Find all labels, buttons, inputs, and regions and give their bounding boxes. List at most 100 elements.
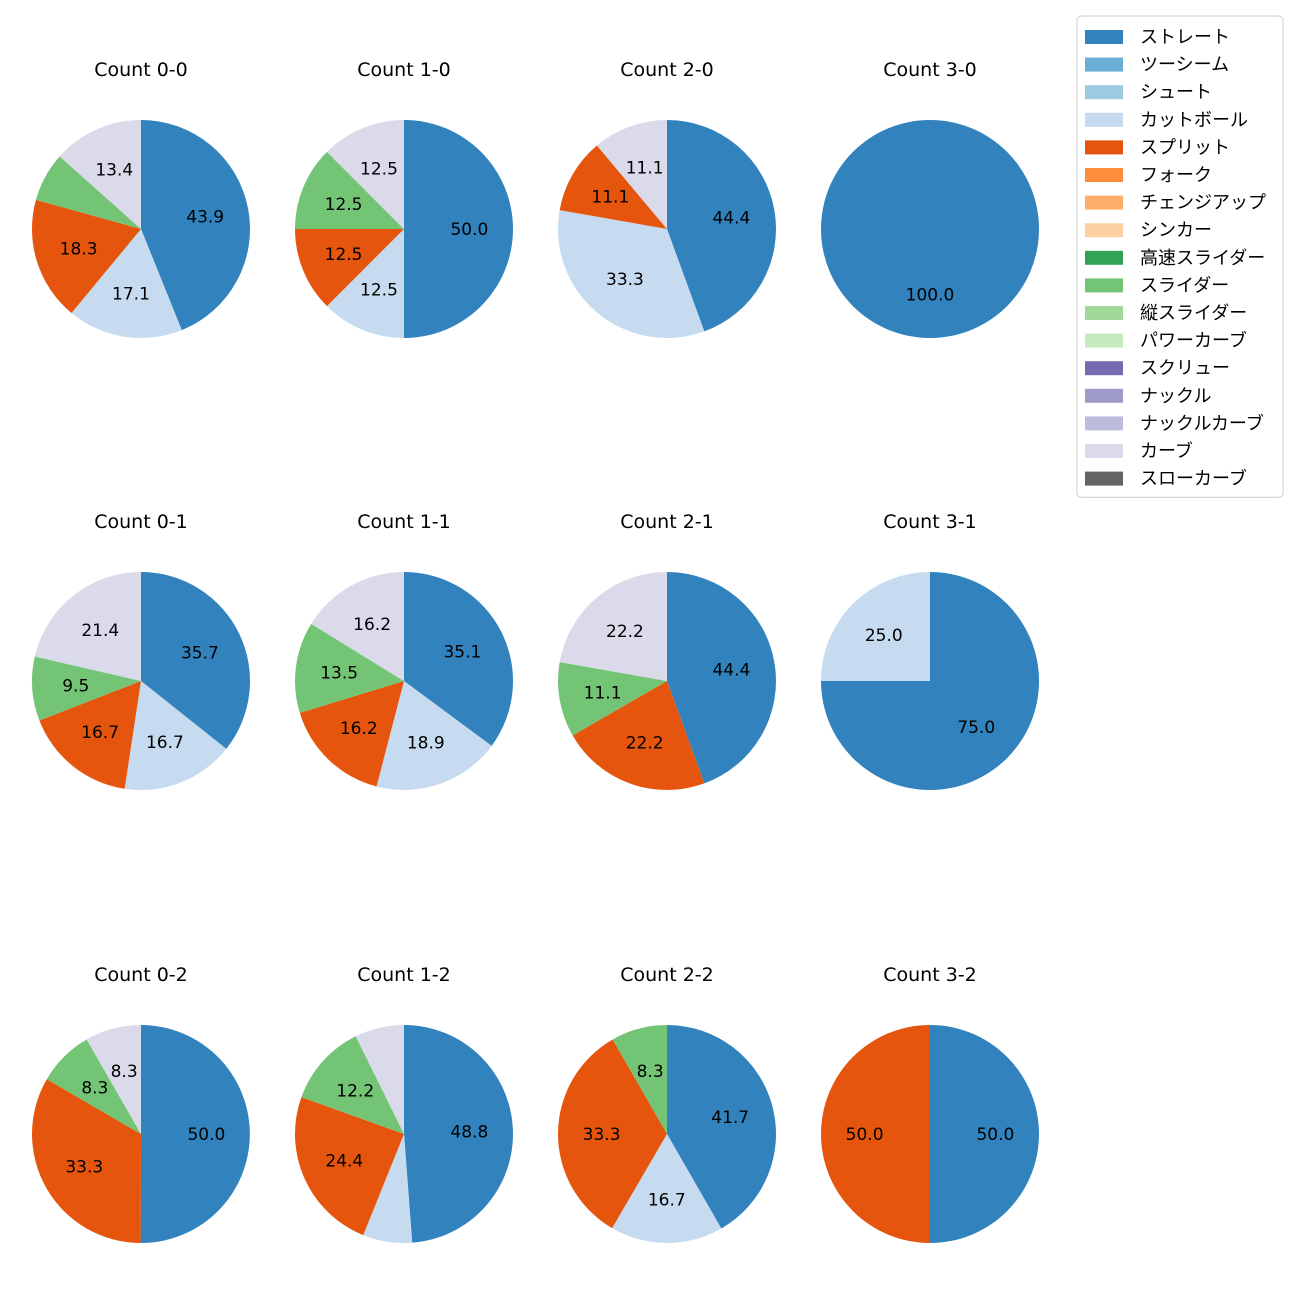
pie-slice bbox=[821, 120, 1039, 338]
legend-swatch bbox=[1085, 471, 1123, 486]
pie-slice bbox=[31, 656, 142, 721]
pie-title: Count 0-1 bbox=[94, 511, 188, 533]
legend-label: ナックル bbox=[1140, 386, 1211, 407]
legend-label: ナックルカーブ bbox=[1140, 412, 1264, 434]
pie-slice bbox=[86, 1025, 141, 1134]
legend-swatch bbox=[1085, 30, 1123, 44]
legend: ストレートツーシームシュートカットボールスプリットフォークチェンジアップシンカー… bbox=[1076, 15, 1284, 498]
slice-value-label: 75.0 bbox=[957, 718, 995, 738]
pie-slice bbox=[558, 1039, 667, 1229]
legend-label: カーブ bbox=[1140, 440, 1193, 462]
pie-slice bbox=[558, 210, 705, 339]
slice-value-label: 50.0 bbox=[187, 1125, 225, 1145]
slice-value-label: 12.5 bbox=[325, 195, 363, 215]
pie-slice bbox=[46, 1039, 141, 1134]
pie-slice bbox=[404, 1025, 513, 1243]
legend-swatch bbox=[1085, 416, 1123, 431]
pie-slice bbox=[596, 120, 667, 229]
pie-slice bbox=[294, 1097, 404, 1236]
pie-slice bbox=[299, 681, 404, 787]
slice-value-label: 16.7 bbox=[648, 1190, 686, 1210]
slice-value-label: 8.3 bbox=[81, 1079, 108, 1099]
legend-swatch bbox=[1085, 168, 1123, 182]
slice-value-label: 22.2 bbox=[626, 733, 664, 753]
pie-slice bbox=[404, 572, 514, 746]
pie-slice bbox=[140, 1025, 250, 1244]
slice-value-label: 9.5 bbox=[62, 677, 89, 697]
slice-value-label: 17.1 bbox=[112, 285, 150, 305]
legend-label: ストレート bbox=[1140, 27, 1230, 48]
legend-swatch bbox=[1085, 333, 1123, 348]
slice-value-label: 41.7 bbox=[711, 1108, 749, 1128]
pie-panel: Count 2-1 44.4 22.2 11.1 22.2 bbox=[558, 511, 777, 791]
slice-value-label: 44.4 bbox=[712, 209, 750, 229]
slice-value-label: 50.0 bbox=[450, 220, 488, 240]
pie-panel: Count 1-1 35.1 18.9 16.2 13.5 16.2 bbox=[294, 511, 514, 791]
legend-label: シュート bbox=[1140, 82, 1212, 103]
legend-swatch bbox=[1085, 388, 1123, 403]
slice-value-label: 50.0 bbox=[976, 1125, 1014, 1145]
slice-value-label: 13.5 bbox=[320, 664, 358, 684]
pie-panel: Count 3-0 100.0 bbox=[821, 59, 1039, 338]
pie-title: Count 1-0 bbox=[357, 59, 451, 81]
pie-slice bbox=[295, 229, 404, 307]
legend-swatch bbox=[1085, 223, 1123, 238]
pie-slice bbox=[821, 1025, 930, 1243]
pie-slice bbox=[141, 572, 250, 749]
pie-title: Count 1-1 bbox=[357, 511, 451, 533]
pie-slice bbox=[294, 623, 404, 713]
pie-slice bbox=[59, 120, 141, 229]
pie-title: Count 2-1 bbox=[620, 511, 714, 533]
pie-panel: Count 2-2 41.7 16.7 33.3 8.3 bbox=[558, 964, 776, 1243]
slice-value-label: 33.3 bbox=[583, 1125, 621, 1145]
slice-value-label: 33.3 bbox=[65, 1158, 103, 1178]
slice-value-label: 12.2 bbox=[336, 1081, 374, 1101]
legend-swatch bbox=[1085, 250, 1123, 265]
legend-swatch bbox=[1085, 278, 1123, 293]
pie-slice bbox=[34, 572, 141, 681]
legend-swatch bbox=[1085, 444, 1123, 458]
pie-panel: Count 3-1 75.0 25.0 bbox=[821, 511, 1039, 790]
pie-slice bbox=[376, 681, 492, 791]
pie-slice bbox=[35, 156, 142, 229]
legend-label: シンカー bbox=[1140, 220, 1212, 241]
pie-slice bbox=[355, 1025, 404, 1134]
pie-slice bbox=[558, 662, 667, 736]
legend-label: チェンジアップ bbox=[1140, 193, 1266, 214]
slice-value-label: 21.4 bbox=[81, 621, 119, 641]
pie-title: Count 3-0 bbox=[883, 59, 977, 81]
slice-value-label: 12.5 bbox=[360, 280, 398, 300]
legend-label: スプリット bbox=[1140, 137, 1230, 158]
pie-slice bbox=[930, 1025, 1039, 1243]
legend-swatch bbox=[1085, 306, 1123, 320]
pie-slice bbox=[667, 572, 777, 784]
pie-title: Count 3-1 bbox=[883, 511, 977, 533]
pie-slice bbox=[141, 120, 250, 331]
slice-value-label: 18.3 bbox=[60, 240, 98, 260]
slice-value-label: 25.0 bbox=[865, 626, 903, 646]
slice-value-label: 18.9 bbox=[407, 734, 445, 754]
slice-value-label: 13.4 bbox=[95, 160, 133, 180]
pie-panel: Count 0-0 43.9 17.1 18.3 13.4 bbox=[31, 59, 250, 339]
pie-slice bbox=[363, 1134, 413, 1243]
slice-value-label: 100.0 bbox=[906, 285, 955, 305]
pie-slice bbox=[572, 681, 705, 791]
pie-panel: Count 2-0 44.4 33.3 11.1 11.1 bbox=[558, 59, 777, 339]
slice-value-label: 33.3 bbox=[606, 270, 644, 290]
slice-value-label: 12.5 bbox=[360, 160, 398, 180]
legend-label: スライダー bbox=[1140, 275, 1229, 296]
pie-slice bbox=[71, 229, 182, 339]
legend-swatch bbox=[1085, 112, 1123, 127]
pie-title: Count 0-0 bbox=[94, 59, 188, 81]
pie-slice bbox=[326, 229, 404, 338]
slice-value-label: 16.7 bbox=[81, 723, 119, 743]
pie-slice bbox=[667, 120, 777, 332]
legend-swatch bbox=[1085, 195, 1123, 210]
legend-label: パワーカーブ bbox=[1140, 330, 1247, 352]
legend-swatch bbox=[1085, 140, 1123, 155]
slice-value-label: 16.2 bbox=[340, 719, 378, 739]
legend-label: スローカーブ bbox=[1140, 468, 1247, 490]
slice-value-label: 24.4 bbox=[325, 1152, 363, 1172]
slice-value-label: 43.9 bbox=[186, 208, 224, 228]
